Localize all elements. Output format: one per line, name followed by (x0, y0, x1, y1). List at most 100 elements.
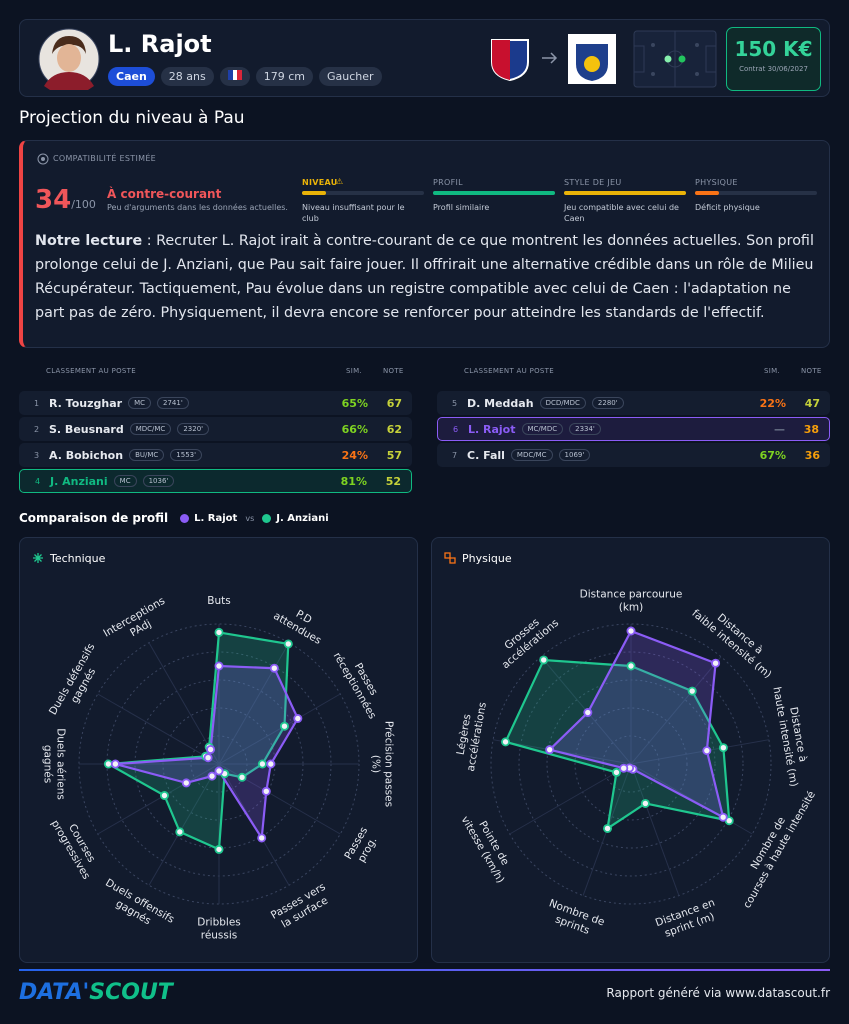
legend-dot (262, 513, 272, 523)
icon (33, 553, 43, 563)
section-title: Projection du niveau à Pau (19, 108, 245, 128)
axis-label: Passesprog. (342, 825, 381, 868)
logo: DATA'SCOUT (19, 980, 173, 1005)
rank: 4 (35, 476, 41, 486)
radar-area (503, 658, 731, 831)
legend-label: L. Rajot (194, 512, 238, 524)
icon (444, 552, 456, 564)
logo-a: DATA' (19, 980, 90, 1005)
gauge-bar (564, 191, 686, 195)
sim: 65% (341, 396, 368, 410)
spoke (630, 763, 680, 896)
radar-point (583, 708, 593, 718)
grid-circle (518, 651, 744, 877)
minutes-chip: 1069' (558, 449, 591, 461)
position-chip: MC/MDC (521, 423, 564, 435)
rank: 6 (453, 424, 459, 434)
compat-label: COMPATIBILITÉ ESTIMÉE (53, 154, 157, 163)
radar-point (207, 771, 217, 781)
footer-line (19, 969, 830, 971)
radar-card: Technique Buts P.Dattendues Passesréceptio… (19, 537, 418, 963)
position-chip: BU/MC (129, 449, 165, 461)
radar-title: Technique (50, 552, 106, 565)
gauge-track (302, 191, 424, 195)
gauge-track (695, 191, 817, 195)
score: 34/100 (35, 185, 96, 215)
gauge-text: Profil similaire (433, 203, 490, 212)
radar-point (175, 827, 185, 837)
gauge-label: PROFIL (433, 178, 463, 187)
axis-label: Passesréceptionnées (331, 644, 390, 721)
rank: 5 (452, 398, 458, 408)
reading-text: : Recruter L. Rajot irait à contre-coura… (35, 233, 814, 321)
icon (37, 153, 49, 165)
gauge-text: Jeu compatible avec celui de Caen (564, 203, 679, 223)
radar-point (626, 626, 636, 636)
sim: 66% (341, 422, 368, 436)
player-name: A. Bobichon (49, 448, 124, 462)
axis-label-line: Précision passes (383, 721, 395, 807)
flag (227, 70, 242, 80)
spoke (218, 693, 341, 765)
minutes-chip: 1553' (170, 449, 203, 461)
minutes-chip: 2280' (591, 397, 624, 409)
axis-label: Distance ensprint (m) (654, 897, 721, 942)
radar-point (603, 823, 613, 833)
axis-label: Précision passes(%) (370, 721, 395, 807)
gauge-text: Déficit physique (695, 203, 760, 212)
axis-label: Buts (207, 595, 230, 607)
radar-point (269, 663, 279, 673)
rank-header: CLASSEMENT AU POSTE (464, 367, 554, 375)
axis-label: InterceptionsPAdj (101, 595, 173, 651)
note: 67 (386, 396, 402, 410)
score-max: /100 (71, 198, 96, 211)
note: 38 (803, 422, 819, 436)
radar-card: Physique Distance parcourue (km) Distance … (431, 537, 830, 963)
player-name: R. Touzghar (49, 396, 123, 410)
chips: Caen 28 ans 179 cm Gaucher (108, 67, 382, 86)
club-logo-to (568, 34, 616, 84)
axis-label-line: réussis (201, 930, 238, 942)
player-name: D. Meddah (467, 396, 534, 410)
radar-point (718, 743, 728, 753)
spoke (97, 763, 220, 835)
rank-row: 3 A. Bobichon BU/MC 1553' 24% 57 (19, 443, 412, 467)
rank-header: CLASSEMENT AU POSTE (46, 367, 136, 375)
note: 57 (386, 448, 402, 462)
spoke (630, 656, 722, 765)
compat-card: COMPATIBILITÉ ESTIMÉE 34/100 À contre-co… (19, 140, 830, 348)
avatar (38, 28, 100, 90)
footer-text: Rapport généré via www.datascout.fr (606, 986, 830, 1000)
score-value: 34 (35, 185, 72, 215)
rank-header: SIM. (346, 367, 362, 375)
sim: 24% (341, 448, 368, 462)
radar-point (283, 639, 293, 649)
spoke (630, 739, 769, 765)
axis-label-line: (%) (370, 755, 382, 773)
spoke (509, 763, 632, 835)
axis-label-line: Buts (207, 595, 230, 607)
axis-label-line: (km) (619, 602, 644, 614)
radar-point (293, 713, 303, 723)
minutes-chip: 1036' (142, 475, 175, 487)
radar-chart: Buts P.DattenduesPassesréceptionnéesPréci… (42, 595, 395, 942)
rank-row: 5 D. Meddah DCD/MDC 2280' 22% 47 (437, 391, 830, 415)
axis-label: Nombre decourses à haute intensité (730, 783, 818, 911)
axis-label: Distance parcourue (km) (580, 589, 683, 614)
position-chip: DCD/MDC (539, 397, 586, 409)
axis-label: Passes versla surface (269, 881, 334, 933)
radar-point (159, 790, 169, 800)
axis-label: Légèresaccélérations (452, 699, 489, 772)
axis-label-line: Distance parcourue (580, 589, 683, 601)
rank-row: 6 L. Rajot MC/MDC 2334' — 38 (437, 417, 830, 441)
radar-point (619, 763, 629, 773)
gauge-track (433, 191, 555, 195)
note: 36 (804, 448, 820, 462)
radar-point (711, 658, 721, 668)
radar-title: Physique (462, 552, 512, 565)
axis-label: Distance àhaute intensité (m) (770, 684, 812, 788)
minutes-chip: 2320' (177, 423, 210, 435)
axis-label: Dribbles réussis (197, 917, 241, 942)
